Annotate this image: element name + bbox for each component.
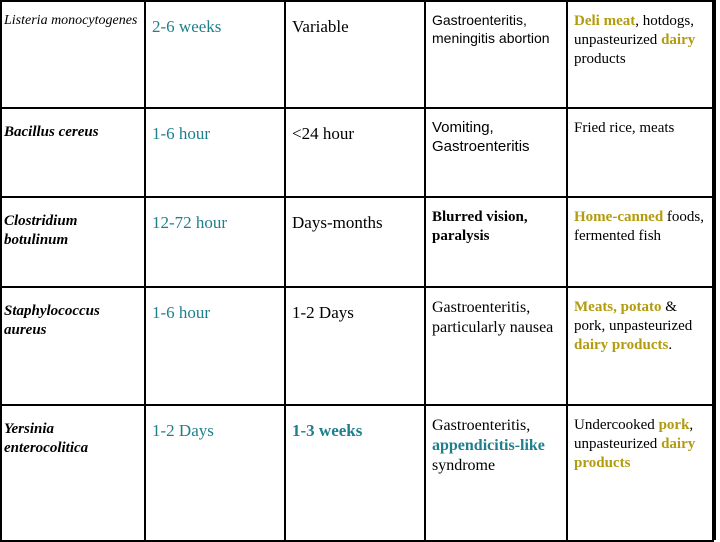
symptom-text: Gastroenteritis, [432,417,531,434]
duration-cell: Days-months [284,196,426,288]
incubation-cell: 12-72 hour [144,196,286,288]
food-text: , hotdogs, unpasteurized [574,13,694,48]
food-text: Deli meat [574,13,636,29]
food-text: Meats, potato [574,299,662,315]
food-text: , unpasteurized [574,417,694,452]
symptoms-cell: Blurred vision, paralysis [424,196,568,288]
incubation-cell: 1-6 hour [144,107,286,198]
foods-cell: Fried rice, meats [566,107,714,198]
organism-cell: Yersinia enterocolitica [0,404,146,542]
symptoms-cell: Vomiting, Gastroenteritis [424,107,568,198]
table-row: Listeria monocytogenes 2-6 weeks Variabl… [0,0,714,109]
foods-cell: Undercooked pork, unpasteurized dairy pr… [566,404,714,542]
symptoms-cell: Gastroenteritis, appendicitis-like syndr… [424,404,568,542]
symptoms-cell: Gastroenteritis, particularly nausea [424,286,568,406]
food-text: pork [658,417,690,433]
food-text: Home-canned [574,209,664,225]
food-text: . [668,336,673,353]
food-text: dairy [661,31,696,48]
table-row: Yersinia enterocolitica 1-2 Days 1-3 wee… [0,404,714,542]
organism-cell: Clostridium botulinum [0,196,146,288]
symptom-text: appendicitis-like [432,437,545,454]
foods-cell: Home-canned foods, fermented fish [566,196,714,288]
right-border-strip [714,0,720,540]
food-text: dairy products [574,435,696,471]
duration-cell: 1-3 weeks [284,404,426,542]
incubation-cell: 1-6 hour [144,286,286,406]
table-row: Staphylococcus aureus 1-6 hour 1-2 Days … [0,286,714,406]
incubation-cell: 1-2 Days [144,404,286,542]
duration-cell: 1-2 Days [284,286,426,406]
duration-cell: Variable [284,0,426,109]
food-text: & pork, unpasteurized [574,299,693,334]
foods-cell: Deli meat, hotdogs, unpasteurized dairy … [566,0,714,109]
food-text: Undercooked [574,417,659,433]
food-text: Fried rice, meats [574,120,675,136]
food-text: dairy products [574,336,669,353]
organism-cell: Bacillus cereus [0,107,146,198]
incubation-cell: 2-6 weeks [144,0,286,109]
symptom-text: syndrome [432,457,496,474]
food-text: foods, fermented fish [574,209,705,244]
organism-cell: Staphylococcus aureus [0,286,146,406]
food-text: products [574,50,626,67]
foods-cell: Meats, potato & pork, unpasteurized dair… [566,286,714,406]
symptoms-cell: Gastroenteritis, meningitis abortion [424,0,568,109]
organism-cell: Listeria monocytogenes [0,0,146,109]
duration-cell: <24 hour [284,107,426,198]
table-row: Bacillus cereus 1-6 hour <24 hour Vomiti… [0,107,714,198]
table-row: Clostridium botulinum 12-72 hour Days-mo… [0,196,714,288]
